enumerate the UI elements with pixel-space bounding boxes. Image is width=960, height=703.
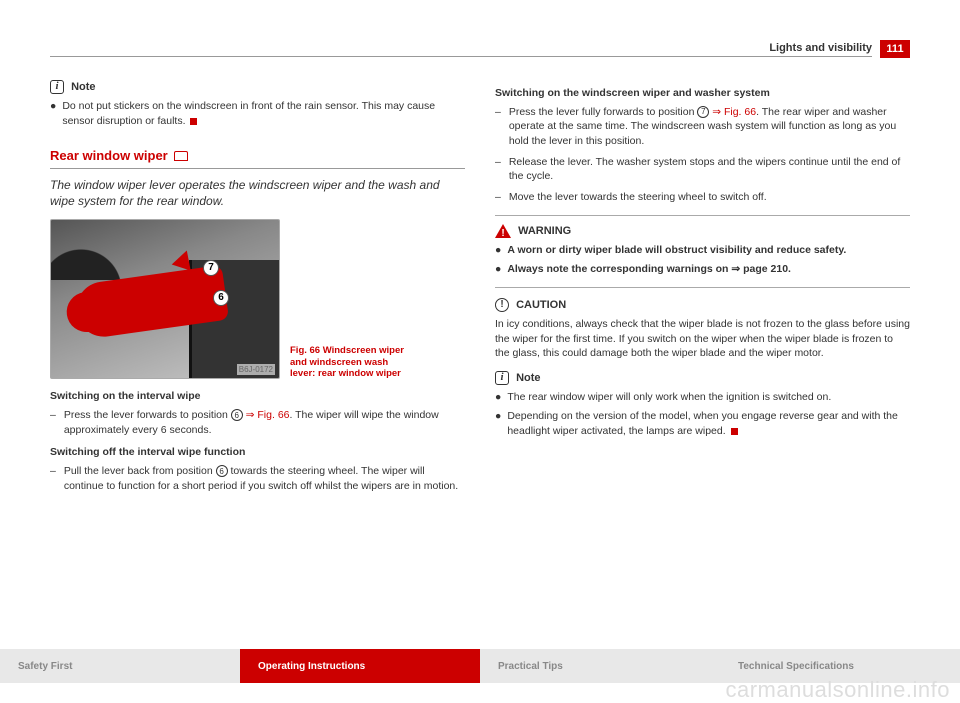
end-square-icon xyxy=(190,118,197,125)
section-subtitle: The window wiper lever operates the wind… xyxy=(50,177,465,209)
note-bullet-2: ● Depending on the version of the model,… xyxy=(495,409,910,438)
position-6-icon: 6 xyxy=(216,465,228,477)
caution-text: In icy conditions, always check that the… xyxy=(495,317,910,361)
bullet-dot: ● xyxy=(495,390,501,405)
position-7-icon: 7 xyxy=(697,106,709,118)
warning-box: ! WARNING ● A worn or dirty wiper blade … xyxy=(495,215,910,288)
left-column: i Note ● Do not put stickers on the wind… xyxy=(50,78,465,499)
fig-link: ⇒ Fig. 66 xyxy=(709,106,756,118)
step-text: Pull the lever back from position 6 towa… xyxy=(64,464,465,493)
bullet-dot: ● xyxy=(495,262,501,277)
note-text: Do not put stickers on the windscreen in… xyxy=(62,99,465,128)
subhead-interval-on: Switching on the interval wipe xyxy=(50,389,465,404)
note-text: The rear window wiper will only work whe… xyxy=(507,390,831,405)
figure-row: 7 6 B6J-0172 Fig. 66 Windscreen wiper an… xyxy=(50,219,465,379)
warning-label: WARNING xyxy=(518,225,571,237)
step-washer-2: – Release the lever. The washer system s… xyxy=(495,155,910,184)
step-text: Press the lever forwards to position 6 ⇒… xyxy=(64,408,465,437)
subhead-washer: Switching on the windscreen wiper and wa… xyxy=(495,86,910,101)
info-icon: i xyxy=(50,80,64,94)
end-square-icon xyxy=(731,428,738,435)
figure-image: 7 6 B6J-0172 xyxy=(50,219,280,379)
position-6-icon: 6 xyxy=(231,409,243,421)
header: Lights and visibility 111 xyxy=(50,40,910,58)
step-text: Move the lever towards the steering whee… xyxy=(509,190,767,205)
note-heading: i Note xyxy=(50,80,465,95)
bullet-dot: ● xyxy=(495,243,501,258)
footer-tab-safety[interactable]: Safety First xyxy=(0,649,240,683)
step-interval-off: – Pull the lever back from position 6 to… xyxy=(50,464,465,493)
bullet-dot: ● xyxy=(50,99,56,128)
footer-tab-operating[interactable]: Operating Instructions xyxy=(240,649,480,683)
step-dash: – xyxy=(50,464,56,493)
watermark: carmanualsonline.info xyxy=(725,677,950,703)
caution-icon: ! xyxy=(495,298,509,312)
warning-text: Always note the corresponding warnings o… xyxy=(507,262,791,277)
bullet-dot: ● xyxy=(495,409,501,438)
warning-triangle-icon: ! xyxy=(495,224,511,238)
subhead-interval-off: Switching off the interval wipe function xyxy=(50,445,465,460)
figure-caption: Fig. 66 Windscreen wiper and windscreen … xyxy=(290,345,410,379)
dash-shadow xyxy=(51,220,141,280)
rear-window-icon xyxy=(174,151,188,161)
page-title: Lights and visibility xyxy=(50,42,872,57)
content-columns: i Note ● Do not put stickers on the wind… xyxy=(50,78,910,499)
note-label: Note xyxy=(516,372,540,384)
step-text: Release the lever. The washer system sto… xyxy=(509,155,910,184)
caution-label: CAUTION xyxy=(516,299,566,311)
step-dash: – xyxy=(495,155,501,184)
warning-bullet-1: ● A worn or dirty wiper blade will obstr… xyxy=(495,243,910,258)
section-title: Rear window wiper xyxy=(50,148,168,163)
step-interval-on: – Press the lever forwards to position 6… xyxy=(50,408,465,437)
info-icon: i xyxy=(495,371,509,385)
warning-bullet-2: ● Always note the corresponding warnings… xyxy=(495,262,910,277)
section-heading: Rear window wiper xyxy=(50,147,465,169)
caution-heading: ! CAUTION xyxy=(495,298,910,313)
page-number: 111 xyxy=(880,40,910,58)
step-dash: – xyxy=(495,190,501,205)
note-text: Depending on the version of the model, w… xyxy=(507,409,910,438)
step-dash: – xyxy=(50,408,56,437)
step-text: Press the lever fully forwards to positi… xyxy=(509,105,910,149)
note-label: Note xyxy=(71,81,95,93)
figure-id: B6J-0172 xyxy=(237,364,275,375)
svg-text:!: ! xyxy=(501,228,504,238)
fig-link: ⇒ Fig. 66 xyxy=(243,409,290,421)
note-bullet-1: ● The rear window wiper will only work w… xyxy=(495,390,910,405)
step-washer-1: – Press the lever fully forwards to posi… xyxy=(495,105,910,149)
note-heading: i Note xyxy=(495,371,910,386)
warning-heading: ! WARNING xyxy=(495,224,910,239)
page: Lights and visibility 111 i Note ● Do no… xyxy=(0,0,960,640)
arrow-6-icon xyxy=(191,292,209,308)
footer-tab-practical[interactable]: Practical Tips xyxy=(480,649,720,683)
step-dash: – xyxy=(495,105,501,149)
right-column: Switching on the windscreen wiper and wa… xyxy=(495,78,910,499)
step-washer-3: – Move the lever towards the steering wh… xyxy=(495,190,910,205)
note-bullet: ● Do not put stickers on the windscreen … xyxy=(50,99,465,128)
warning-text: A worn or dirty wiper blade will obstruc… xyxy=(507,243,846,258)
